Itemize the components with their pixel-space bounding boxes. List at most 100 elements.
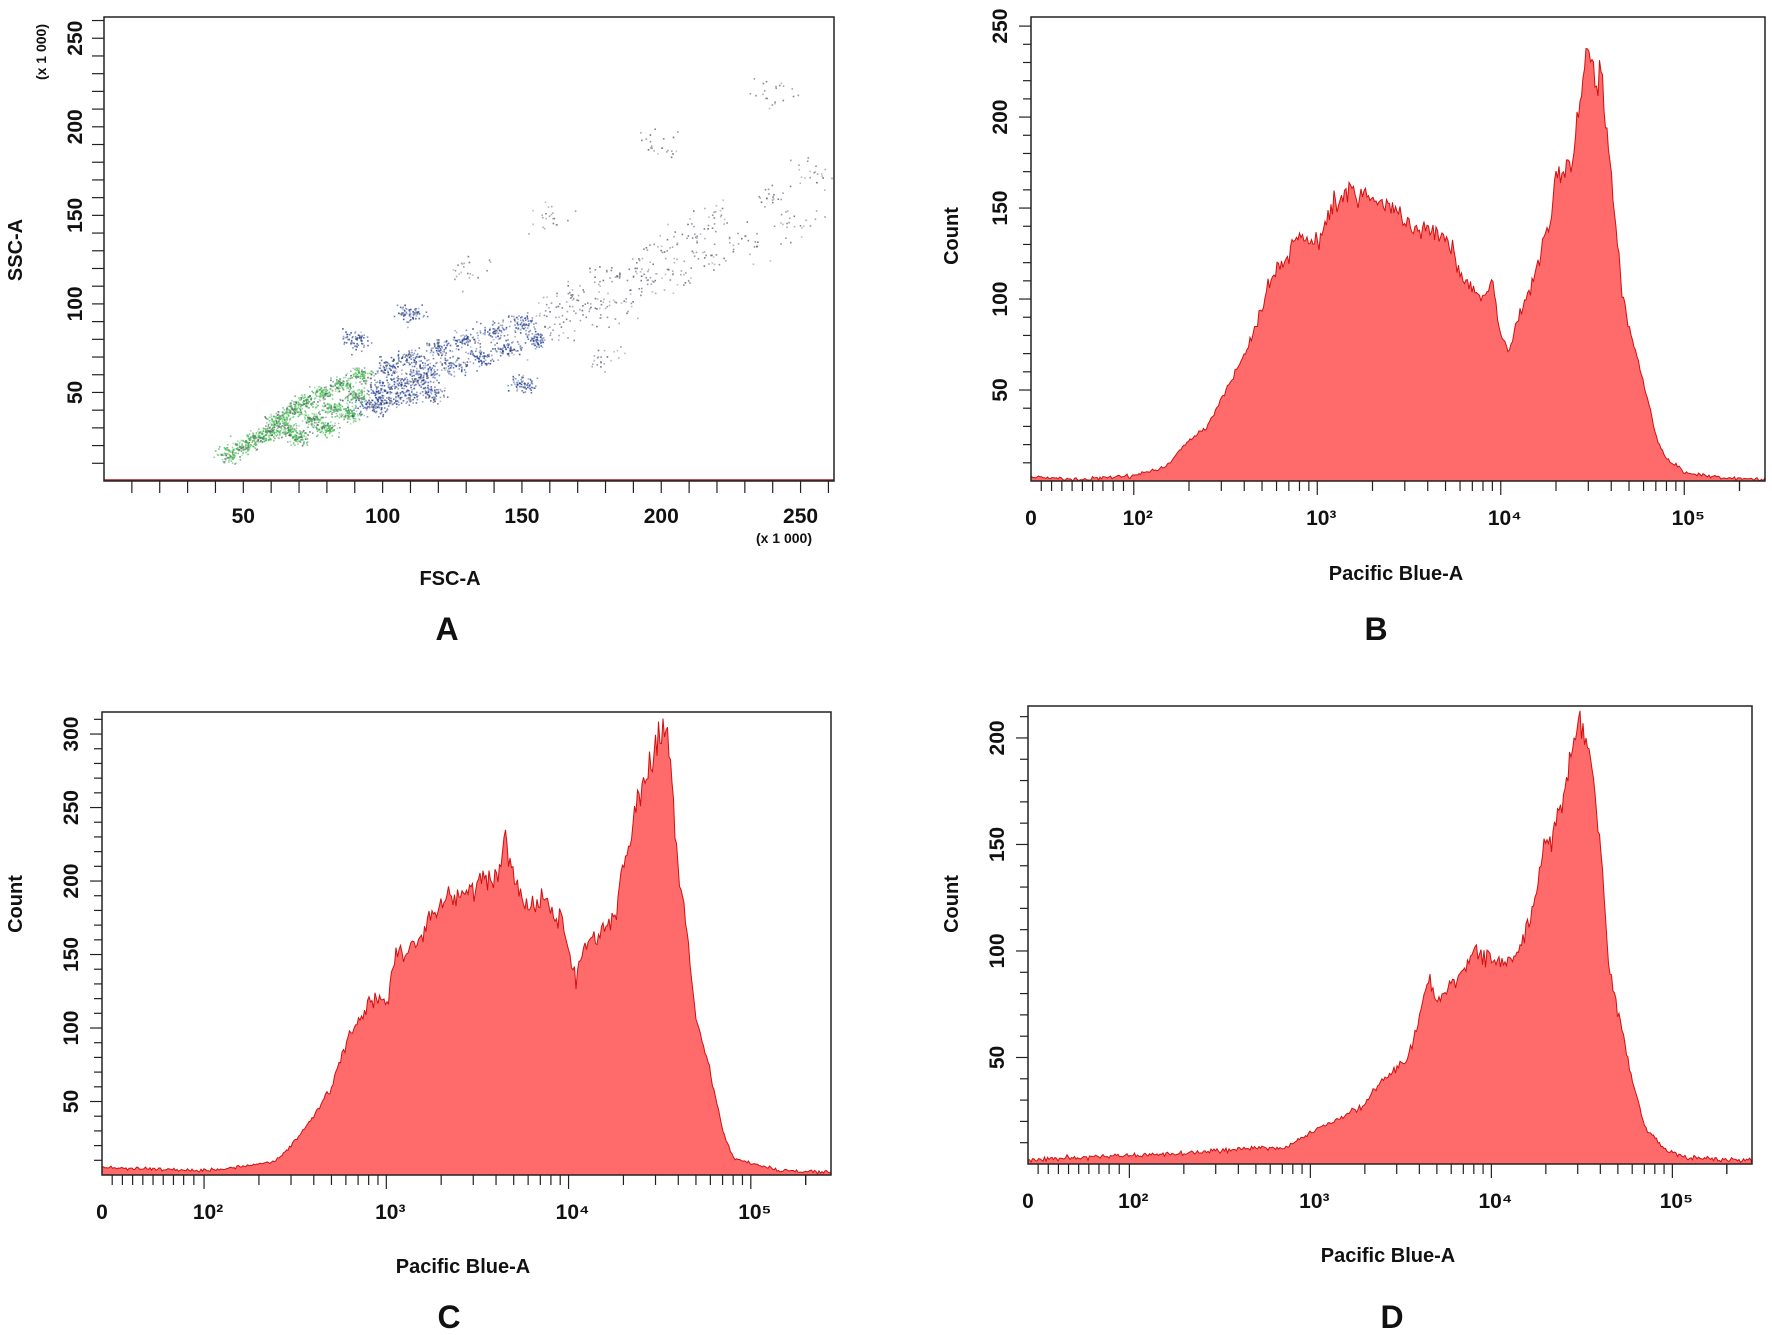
scatter-dot xyxy=(239,449,242,451)
y-tick-label: 200 xyxy=(986,720,1009,755)
scatter-dot xyxy=(379,412,382,415)
scatter-dot xyxy=(460,370,463,372)
scatter-dot xyxy=(430,347,433,349)
scatter-dot xyxy=(512,349,514,352)
scatter-dot xyxy=(411,378,414,380)
scatter-dot xyxy=(408,362,410,364)
scatter-dot xyxy=(489,335,492,337)
scatter-dot xyxy=(361,335,363,337)
scatter-dot xyxy=(365,383,367,385)
scatter-dot xyxy=(289,405,291,408)
scatter-dot xyxy=(703,265,706,267)
scatter-dot xyxy=(356,337,359,339)
scatter-dot xyxy=(390,397,392,400)
scatter-dot xyxy=(400,385,402,387)
scatter-dot xyxy=(245,444,247,446)
scatter-dot xyxy=(353,409,355,411)
scatter-dot xyxy=(559,323,561,325)
scatter-dot xyxy=(427,368,430,370)
scatter-dot xyxy=(286,411,288,413)
scatter-dot xyxy=(452,367,455,369)
scatter-dot xyxy=(273,415,275,418)
scatter-dot xyxy=(665,257,667,260)
scatter-dot xyxy=(402,313,405,316)
scatter-dot xyxy=(413,374,415,377)
scatter-dot xyxy=(473,354,475,357)
scatter-dot xyxy=(279,416,282,419)
scatter-dot xyxy=(552,217,554,220)
scatter-dot xyxy=(433,369,435,371)
scatter-dot xyxy=(269,437,272,440)
scatter-dot xyxy=(535,339,538,342)
scatter-dot xyxy=(247,445,250,447)
scatter-dot xyxy=(320,390,323,392)
scatter-dot xyxy=(774,101,776,103)
scatter-dot xyxy=(369,372,371,375)
scatter-dot xyxy=(514,329,516,332)
scatter-dot xyxy=(290,426,292,428)
scatter-dot xyxy=(330,379,332,382)
scatter-dot xyxy=(269,422,272,424)
scatter-dot xyxy=(516,386,518,388)
scatter-dot xyxy=(713,223,716,225)
scatter-dot xyxy=(318,410,321,413)
scatter-dot xyxy=(499,330,501,332)
scatter-dot xyxy=(295,436,298,439)
scatter-dot xyxy=(283,428,286,430)
scatter-dot xyxy=(455,343,457,345)
scatter-dot xyxy=(336,376,338,378)
scatter-dot xyxy=(488,329,491,331)
scatter-dot xyxy=(356,393,358,395)
scatter-dot xyxy=(402,364,405,366)
scatter-dot xyxy=(349,388,351,391)
scatter-dot xyxy=(315,413,318,416)
scatter-dot xyxy=(569,291,571,294)
scatter-dot xyxy=(285,431,288,433)
scatter-dot xyxy=(657,246,659,248)
scatter-dot xyxy=(482,332,485,335)
scatter-dot xyxy=(298,399,301,401)
scatter-dot xyxy=(597,356,600,358)
scatter-dot xyxy=(418,317,421,320)
scatter-dot xyxy=(223,452,226,454)
scatter-dot xyxy=(691,250,694,253)
scatter-dot xyxy=(565,301,568,303)
scatter-dot xyxy=(599,317,601,319)
scatter-dot xyxy=(240,450,243,452)
panel-label: B xyxy=(1364,611,1387,647)
scatter-dot xyxy=(414,380,416,382)
scatter-dot xyxy=(608,300,611,303)
data-point xyxy=(246,428,272,446)
scatter-dot xyxy=(599,280,601,283)
scatter-dot xyxy=(541,216,544,219)
scatter-dot xyxy=(456,345,458,347)
scatter-dot xyxy=(382,370,385,373)
scatter-dot xyxy=(526,324,528,326)
scatter-dot xyxy=(360,380,363,383)
scatter-dot xyxy=(540,341,543,344)
scatter-dot xyxy=(293,424,296,426)
scatter-dot xyxy=(484,326,486,329)
scatter-dot xyxy=(814,218,817,220)
scatter-dot xyxy=(241,447,243,449)
scatter-dot xyxy=(436,369,439,371)
scatter-dot xyxy=(393,398,395,401)
scatter-dot xyxy=(300,439,302,441)
scatter-dot xyxy=(234,455,237,457)
scatter-dot xyxy=(247,442,250,445)
scatter-dot xyxy=(351,390,353,393)
scatter-dot xyxy=(369,401,371,404)
scatter-dot xyxy=(659,234,662,237)
scatter-dot xyxy=(516,381,518,384)
scatter-dot xyxy=(412,402,414,404)
scatter-dot xyxy=(274,437,276,440)
scatter-dot xyxy=(697,258,700,260)
scatter-dot xyxy=(468,261,471,264)
scatter-dot xyxy=(291,399,293,402)
scatter-dot xyxy=(331,428,333,430)
scatter-dot xyxy=(401,390,404,393)
scatter-dot xyxy=(502,321,504,323)
scatter-dot xyxy=(315,419,318,421)
scatter-dot xyxy=(458,363,460,365)
scatter-dot xyxy=(677,131,679,133)
